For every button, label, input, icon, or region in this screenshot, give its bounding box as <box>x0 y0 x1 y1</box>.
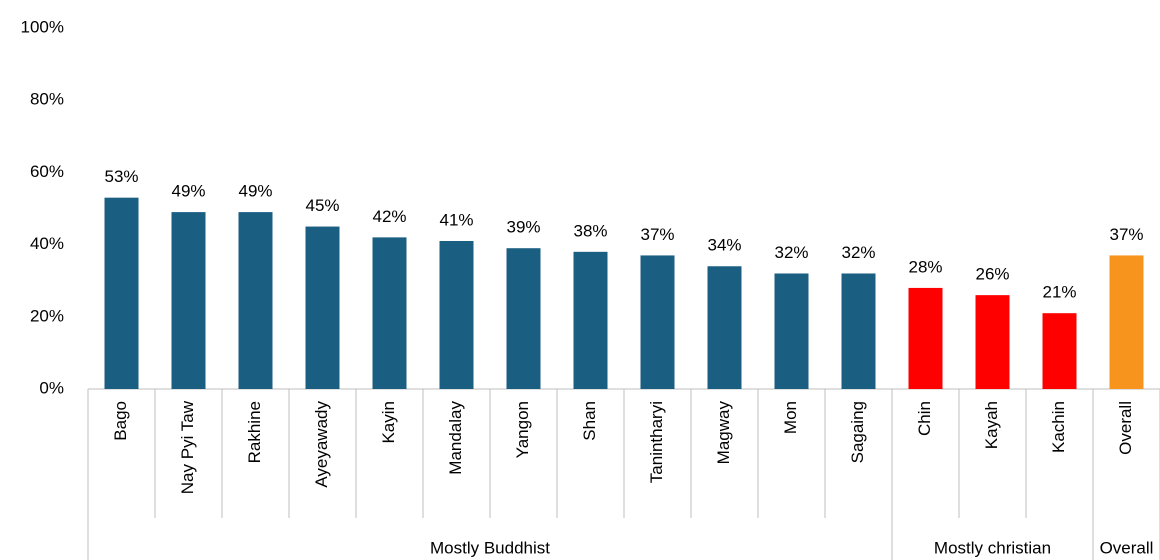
bar <box>372 237 407 389</box>
y-tick-label: 40% <box>30 234 64 253</box>
bar <box>1109 255 1144 389</box>
data-label: 26% <box>975 265 1009 284</box>
bar <box>908 287 943 389</box>
x-tick-label: Tanintharyi <box>647 401 666 483</box>
x-tick-label: Rakhine <box>245 401 264 463</box>
x-tick-label: Ayeyawady <box>312 401 331 488</box>
data-label: 53% <box>104 167 138 186</box>
x-tick-label: Kayah <box>982 401 1001 449</box>
x-tick-label: Kayin <box>379 401 398 444</box>
bar <box>841 273 876 389</box>
y-tick-label: 100% <box>21 17 64 36</box>
x-tick-label: Bago <box>111 401 130 441</box>
data-label: 45% <box>305 196 339 215</box>
data-label: 21% <box>1042 283 1076 302</box>
y-tick-label: 80% <box>30 90 64 109</box>
x-tick-label: Sagaing <box>848 401 867 463</box>
data-label: 28% <box>908 257 942 276</box>
x-tick-label: Kachin <box>1049 401 1068 453</box>
group-label: Overall <box>1100 538 1154 557</box>
y-tick-label: 20% <box>30 306 64 325</box>
group-label: Mostly Buddhist <box>430 538 550 557</box>
group-label: Mostly christian <box>934 538 1051 557</box>
y-tick-label: 60% <box>30 162 64 181</box>
bar <box>975 295 1010 389</box>
bar <box>707 266 742 389</box>
x-tick-label: Magway <box>714 401 733 465</box>
data-label: 39% <box>506 218 540 237</box>
data-label: 49% <box>238 182 272 201</box>
bar <box>238 212 273 389</box>
x-tick-label: Nay Pyi Taw <box>178 400 197 494</box>
x-tick-label: Mon <box>781 401 800 434</box>
data-label: 49% <box>171 182 205 201</box>
bar <box>439 240 474 389</box>
x-tick-label: Chin <box>915 401 934 436</box>
bar <box>774 273 809 389</box>
data-label: 37% <box>640 225 674 244</box>
x-tick-label: Mandalay <box>446 401 465 475</box>
data-label: 38% <box>573 221 607 240</box>
data-label: 32% <box>841 243 875 262</box>
bar <box>573 251 608 389</box>
bar <box>171 212 206 389</box>
data-label: 37% <box>1109 225 1143 244</box>
data-label: 41% <box>439 210 473 229</box>
x-tick-label: Shan <box>580 401 599 441</box>
bar <box>104 197 139 389</box>
y-tick-label: 0% <box>39 378 64 397</box>
data-label: 34% <box>707 236 741 255</box>
x-tick-label: Yangon <box>513 401 532 458</box>
data-label: 32% <box>774 243 808 262</box>
bar <box>305 226 340 389</box>
bar <box>1042 313 1077 389</box>
bar <box>506 248 541 389</box>
data-label: 42% <box>372 207 406 226</box>
bar <box>640 255 675 389</box>
x-tick-label: Overall <box>1116 401 1135 455</box>
